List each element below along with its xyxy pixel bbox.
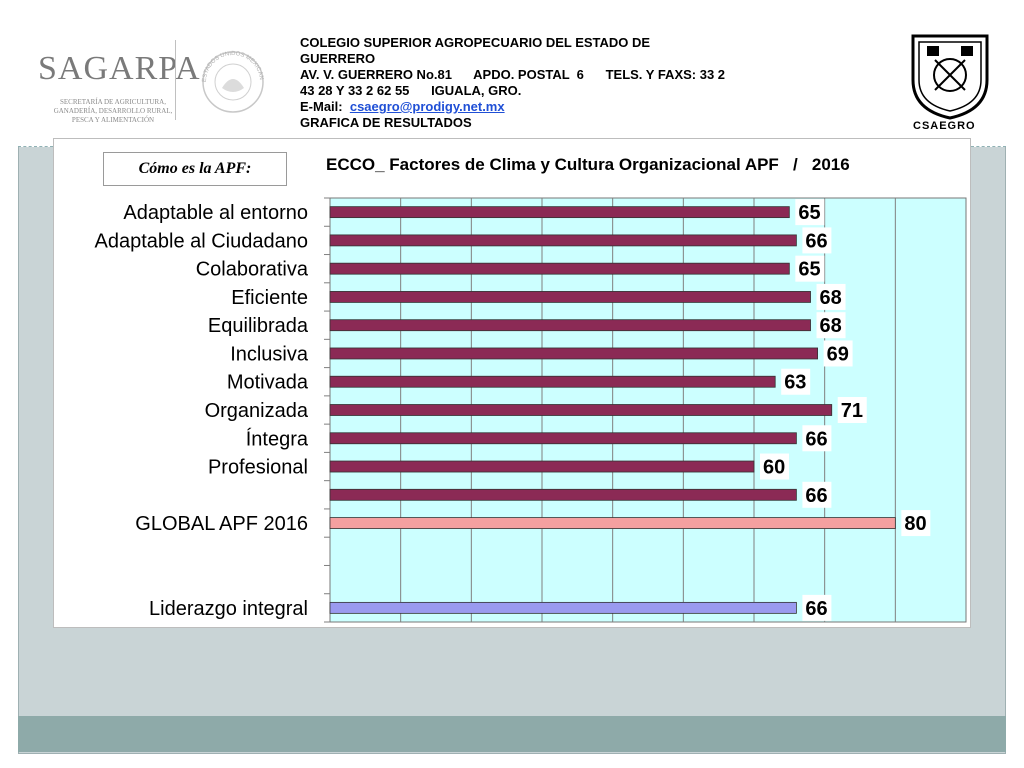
category-label: Equilibrada <box>208 315 309 337</box>
category-label: Profesional <box>208 457 308 479</box>
phone-line: 43 28 Y 33 2 62 55 IGUALA, GRO. <box>300 83 522 98</box>
email-link[interactable]: csaegro@prodigy.net.mx <box>349 99 505 114</box>
data-label-bg <box>901 510 931 537</box>
bar <box>329 404 833 416</box>
bar <box>329 347 819 360</box>
category-label: Eficiente <box>231 287 308 309</box>
institution-line2: GUERRERO <box>300 51 376 66</box>
data-label: 80 <box>904 513 926 535</box>
address-line: AV. V. GUERRERO No.81 APDO. POSTAL 6 TEL… <box>300 67 726 82</box>
data-label-bg <box>837 397 867 423</box>
data-label-bg <box>760 453 789 480</box>
data-label-bg <box>802 594 832 621</box>
sagarpa-logo: SAGARPA SECRETARÍA DE AGRICULTURA, GANAD… <box>30 40 200 124</box>
data-label: 66 <box>805 428 827 450</box>
bar <box>329 319 811 332</box>
bar <box>329 291 811 303</box>
bar <box>329 375 776 388</box>
data-label: 66 <box>805 230 827 252</box>
sagarpa-wordmark: SAGARPA <box>38 50 201 87</box>
category-label: Inclusiva <box>230 343 309 365</box>
section-label: Cómo es la APF: <box>103 152 287 186</box>
data-label-bg <box>795 255 825 282</box>
data-label-bg <box>781 368 811 395</box>
chart-title: ECCO_ Factores de Clima y Cultura Organi… <box>326 155 850 174</box>
bar <box>329 488 797 501</box>
data-label: 66 <box>805 485 827 507</box>
category-label: Adaptable al Ciudadano <box>94 230 308 252</box>
category-label: Adaptable al entorno <box>123 202 308 224</box>
data-label: 68 <box>820 287 842 309</box>
report-subtitle: GRAFICA DE RESULTADOS <box>300 115 472 130</box>
data-label-bg <box>823 340 853 367</box>
sagarpa-subtitle: SECRETARÍA DE AGRICULTURA, GANADERÍA, DE… <box>53 98 173 124</box>
footer-band <box>18 716 1006 752</box>
data-label-bg <box>795 199 825 226</box>
category-label: Colaborativa <box>196 259 309 281</box>
csaegro-shield-icon <box>911 34 989 120</box>
bar <box>329 234 797 247</box>
mexico-seal-icon: ESTADOS UNIDOS MEXICANOS <box>196 36 268 125</box>
institution-line1: COLEGIO SUPERIOR AGROPECUARIO DEL ESTADO… <box>300 35 651 50</box>
bar <box>329 601 797 614</box>
data-label-bg <box>802 425 832 452</box>
category-label: GLOBAL APF 2016 <box>135 513 308 535</box>
bar <box>329 517 896 529</box>
divider-left <box>18 146 53 147</box>
data-label: 65 <box>798 202 820 224</box>
bar <box>329 206 790 219</box>
bar <box>329 460 755 473</box>
institution-header: COLEGIO SUPERIOR AGROPECUARIO DEL ESTADO… <box>300 35 840 131</box>
category-label: Íntegra <box>246 427 309 450</box>
bar <box>329 262 790 275</box>
data-label-bg <box>802 481 832 508</box>
logo-separator <box>175 40 176 120</box>
data-label-bg <box>802 227 832 254</box>
divider-right <box>971 146 1006 147</box>
category-label: Motivada <box>227 372 309 394</box>
bar <box>329 432 797 445</box>
data-label: 60 <box>763 457 785 479</box>
data-label: 71 <box>841 400 863 422</box>
category-label: Organizada <box>205 400 309 422</box>
data-label: 68 <box>820 315 842 337</box>
data-label: 66 <box>805 598 827 620</box>
header-band <box>18 14 1006 147</box>
csaegro-label: CSAEGRO <box>913 120 976 132</box>
data-label: 69 <box>827 343 849 365</box>
data-label-bg <box>816 312 846 339</box>
email-line: E-Mail: csaegro@prodigy.net.mx <box>300 99 840 115</box>
data-label-bg <box>816 283 846 310</box>
data-label: 63 <box>784 372 806 394</box>
email-label: E-Mail: <box>300 99 350 114</box>
csaegro-logo: CSAEGRO <box>905 30 995 132</box>
data-label: 65 <box>798 259 820 281</box>
category-label: Liderazgo integral <box>149 598 308 620</box>
